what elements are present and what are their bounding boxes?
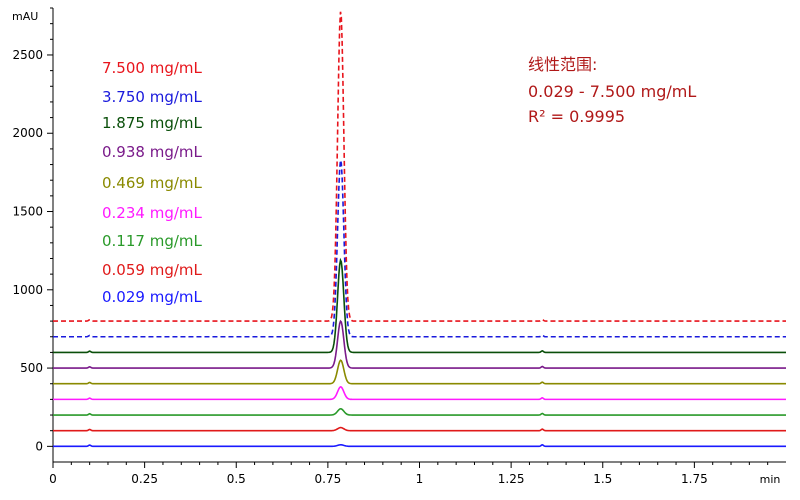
legend-entry: 7.500 mg/mL xyxy=(102,59,203,77)
axes: 0 500 1000 1500 2000 2500 0 0.25 0.5 0.75 1 1.25 1.5… xyxy=(12,7,786,486)
series-line-7 xyxy=(53,426,786,432)
series-line-4 xyxy=(53,359,786,385)
x-tick-label: 1 xyxy=(416,472,424,486)
legend: 7.500 mg/mL 3.750 mg/mL 1.875 mg/mL 0.938 m… xyxy=(102,59,203,306)
x-tick-label: 1.75 xyxy=(681,472,708,486)
x-tick-label: 0.75 xyxy=(315,472,342,486)
series-line-3 xyxy=(53,319,786,369)
legend-entry: 0.234 mg/mL xyxy=(102,204,203,222)
x-tick-label: 0.25 xyxy=(131,472,158,486)
y-tick-label: 0 xyxy=(35,439,43,453)
x-tick-label: 1.25 xyxy=(498,472,525,486)
legend-entry: 0.469 mg/mL xyxy=(102,174,203,192)
x-tick-label: 0.5 xyxy=(227,472,246,486)
series-line-8 xyxy=(53,443,786,448)
legend-entry: 3.750 mg/mL xyxy=(102,88,203,106)
y-unit-label: mAU xyxy=(12,10,38,23)
legend-entry: 1.875 mg/mL xyxy=(102,114,203,132)
legend-entry: 0.029 mg/mL xyxy=(102,288,203,306)
x-tick-label: 0 xyxy=(49,472,57,486)
series-line-6 xyxy=(53,407,786,416)
series-line-5 xyxy=(53,386,786,401)
annotation-line: 0.029 - 7.500 mg/mL xyxy=(528,82,696,101)
annotation: 线性范围: 0.029 - 7.500 mg/mL R² = 0.9995 xyxy=(528,55,696,126)
y-tick-label: 1000 xyxy=(12,283,43,297)
y-tick-label: 500 xyxy=(20,361,43,375)
series-group xyxy=(53,11,786,448)
legend-entry: 0.059 mg/mL xyxy=(102,261,203,279)
annotation-line: 线性范围: xyxy=(528,55,597,74)
y-tick-label: 2000 xyxy=(12,126,43,140)
annotation-line: R² = 0.9995 xyxy=(528,107,625,126)
legend-entry: 0.117 mg/mL xyxy=(102,232,203,250)
y-tick-label: 2500 xyxy=(12,48,43,62)
series-line-0 xyxy=(53,11,786,322)
x-tick-label: 1.5 xyxy=(593,472,612,486)
y-tick-label: 1500 xyxy=(12,205,43,219)
legend-entry: 0.938 mg/mL xyxy=(102,143,203,161)
series-line-2 xyxy=(53,257,786,354)
x-unit-label: min xyxy=(760,473,781,486)
series-line-1 xyxy=(53,160,786,338)
